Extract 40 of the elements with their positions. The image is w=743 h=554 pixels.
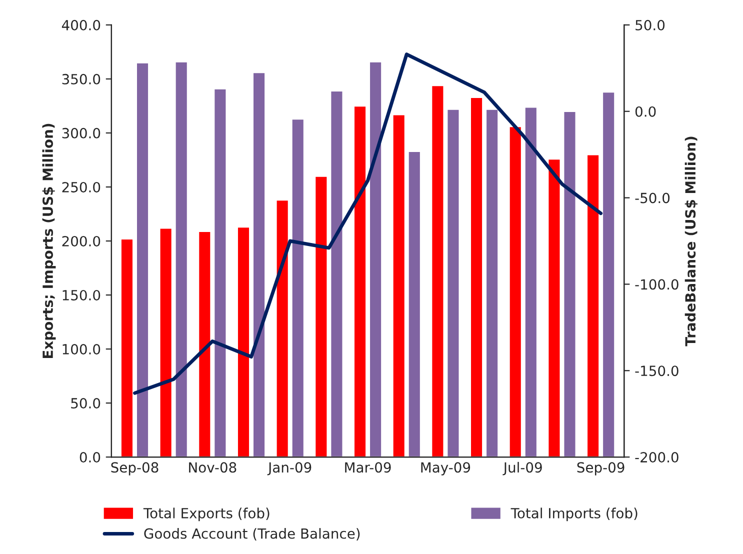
y2-tick-label: 50.0	[636, 20, 665, 30]
y2-axis-title: TradeBalance (US$ Million)	[684, 136, 698, 346]
x-tick-label: Sep-08	[111, 462, 158, 476]
y2-tick-label: -50.0	[635, 192, 670, 204]
y-tick-label: 300.0	[62, 128, 100, 138]
bar	[198, 230, 212, 458]
x-tick-label: Mar-09	[345, 462, 391, 473]
y2-tick-label: -150.0	[635, 366, 678, 376]
bar	[430, 84, 445, 458]
y2-tick-label: 0.0	[635, 106, 656, 117]
bar	[290, 118, 305, 458]
x-tick-label: Nov-08	[189, 462, 236, 473]
bar	[330, 90, 344, 458]
x-tick-label: Jan-09	[267, 462, 312, 476]
x-tick-label: Jul-09	[502, 462, 542, 476]
x-tick-label: May-09	[421, 462, 470, 476]
bar	[446, 108, 460, 458]
legend-label: Total Imports (fob)	[510, 508, 638, 522]
y-tick-label: 0.0	[80, 452, 100, 463]
y-tick-label: 250.0	[62, 182, 100, 192]
y-tick-label: 400.0	[62, 20, 100, 30]
bar	[213, 88, 228, 458]
line-series	[133, 52, 603, 395]
bar	[562, 110, 577, 458]
y-tick-label: 50.0	[71, 398, 100, 409]
y-axis-title: Exports; Imports (US$ Million)	[42, 124, 56, 358]
y2-tick-label: -200.0	[635, 452, 678, 463]
bar	[174, 60, 188, 458]
bar	[314, 175, 328, 458]
legend-label: Total Exports (fob)	[143, 508, 270, 522]
bar	[275, 199, 290, 458]
y-tick-label: 350.0	[62, 74, 100, 84]
bar	[547, 158, 562, 458]
y-tick-label: 200.0	[62, 236, 100, 246]
y2-tick-label: -100.0	[635, 279, 678, 290]
x-tick-label: Sep-09	[577, 462, 624, 476]
y-tick-label: 100.0	[62, 344, 100, 354]
bar	[158, 227, 173, 458]
y-tick-label: 150.0	[62, 290, 100, 300]
legend-label: Goods Account (Trade Balance)	[144, 528, 360, 540]
